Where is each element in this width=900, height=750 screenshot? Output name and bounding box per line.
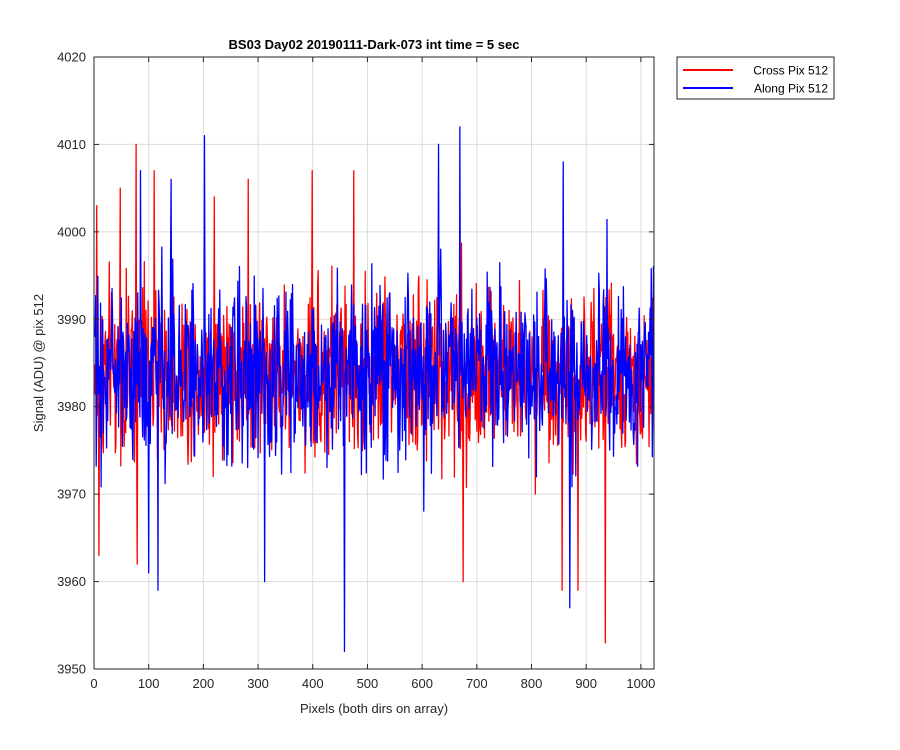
legend-box	[676, 56, 835, 100]
y-tick-label: 3950	[57, 662, 86, 677]
y-tick-label: 4000	[57, 224, 86, 239]
y-tick-label: 4010	[57, 137, 86, 152]
x-tick-label: 300	[247, 676, 269, 691]
axis-ticks: 0 100 200 300 400 500 600 700 800 900 1000 3950 3960…	[57, 50, 655, 692]
x-tick-label: 100	[138, 676, 160, 691]
x-tick-label: 0	[90, 676, 97, 691]
y-tick-label: 4020	[57, 50, 86, 65]
x-tick-label: 900	[575, 676, 597, 691]
series-layer	[94, 126, 654, 653]
x-tick-label: 500	[357, 676, 379, 691]
y-tick-label: 3960	[57, 574, 86, 589]
y-tick-label: 3990	[57, 312, 86, 327]
x-tick-label: 600	[411, 676, 433, 691]
legend-label: Along Pix 512	[754, 82, 828, 96]
y-tick-label: 3970	[57, 487, 86, 502]
y-tick-label: 3980	[57, 399, 86, 414]
x-tick-label: 800	[521, 676, 543, 691]
plot-frame	[93, 56, 655, 670]
x-tick-label: 400	[302, 676, 324, 691]
x-axis-label: Pixels (both dirs on array)	[300, 701, 448, 716]
x-tick-label: 700	[466, 676, 488, 691]
legend: Cross Pix 512 Along Pix 512	[676, 56, 835, 100]
x-tick-label: 1000	[626, 676, 655, 691]
chart-title: BS03 Day02 20190111-Dark-073 int time = …	[229, 37, 520, 52]
series-line-1	[94, 126, 654, 653]
x-tick-label: 200	[193, 676, 215, 691]
legend-label: Cross Pix 512	[753, 64, 828, 78]
y-axis-label: Signal (ADU) @ pix 512	[31, 294, 46, 432]
